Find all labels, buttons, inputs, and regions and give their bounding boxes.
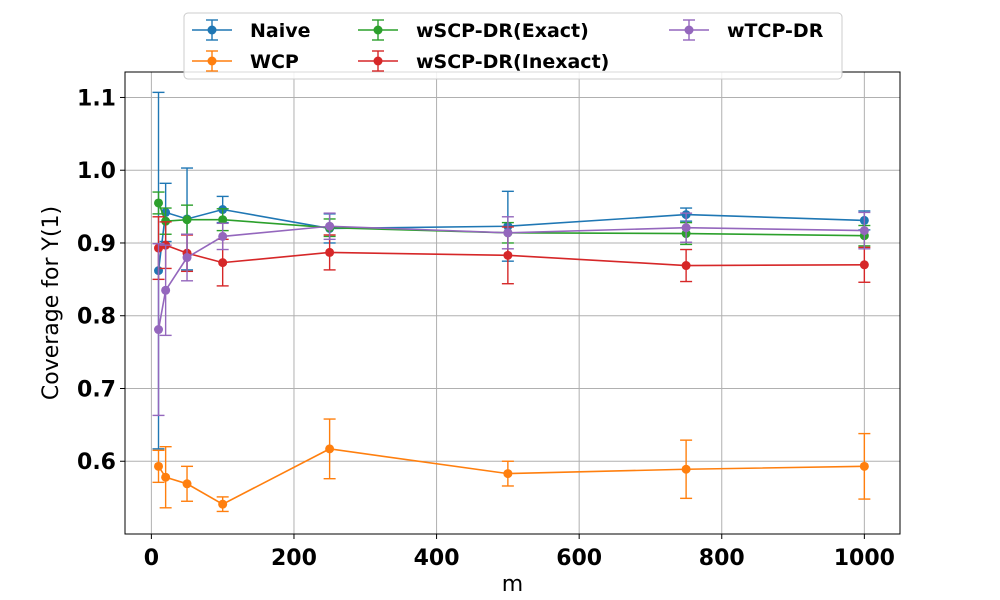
data-point [154,461,164,471]
legend-label: wSCP-DR(Inexact) [416,51,609,73]
plot-frame [124,71,901,535]
x-axis: 0 200 400 600 800 1000 [144,534,895,571]
x-axis-label: m [502,572,523,597]
plot-area [152,91,871,513]
x-tick-label: 800 [699,546,745,571]
data-point [859,260,869,270]
legend-item: Naive [192,19,311,42]
y-axis: 0.6 0.7 0.8 0.9 1.0 1.1 [77,86,125,475]
data-point [218,215,228,225]
data-point [859,226,869,236]
legend-item: wTCP-DR [669,19,824,42]
legend-marker [207,56,217,66]
y-tick-label: 0.8 [77,305,116,330]
data-point [325,444,335,454]
series-wscp-dr-inexact- [152,216,871,287]
y-axis-label: Coverage for Y(1) [39,206,64,400]
data-point [681,261,691,271]
x-tick-label: 600 [556,546,602,571]
data-point [218,231,228,241]
y-tick-label: 0.6 [77,450,116,475]
legend-marker [373,25,383,35]
series-wcp [152,418,871,513]
series-line [157,225,865,330]
data-point [503,250,513,260]
legend-item: wSCP-DR(Inexact) [358,50,609,73]
y-tick-label: 1.1 [77,86,116,111]
series-line [157,448,865,506]
data-point [182,479,192,489]
x-tick-label: 0 [144,546,159,571]
data-point [161,216,171,226]
grid [125,72,900,534]
data-point [161,285,171,295]
legend-label: wSCP-DR(Exact) [416,20,589,42]
data-point [218,258,228,268]
legend-label: wTCP-DR [727,20,824,42]
series-wtcp-dr [152,211,871,417]
data-point [182,215,192,225]
legend-item: wSCP-DR(Exact) [358,19,589,42]
data-point [154,198,164,208]
x-tick-label: 200 [271,546,317,571]
data-point [681,223,691,233]
y-tick-label: 0.9 [77,232,116,257]
data-point [182,253,192,263]
x-tick-label: 400 [414,546,460,571]
data-point [161,472,171,482]
data-point [503,228,513,238]
data-point [325,221,335,231]
legend-marker [684,25,694,35]
x-tick-label: 1000 [834,546,895,571]
data-point [218,499,228,509]
data-point [325,247,335,257]
series-naive [152,91,871,450]
data-point [503,469,513,479]
y-tick-label: 0.7 [77,377,116,402]
legend: Naive WCP wSCP-DR(Exact) wSCP-DR(Inexact) wT… [183,12,843,80]
legend-label: Naive [250,20,311,42]
legend-item: WCP [192,50,299,73]
data-point [154,325,164,335]
data-point [681,464,691,474]
y-tick-label: 1.0 [77,159,116,184]
legend-label: WCP [250,51,299,73]
series-wscp-dr-exact- [152,191,871,247]
legend-marker [207,25,217,35]
data-point [859,461,869,471]
legend-marker [373,56,383,66]
